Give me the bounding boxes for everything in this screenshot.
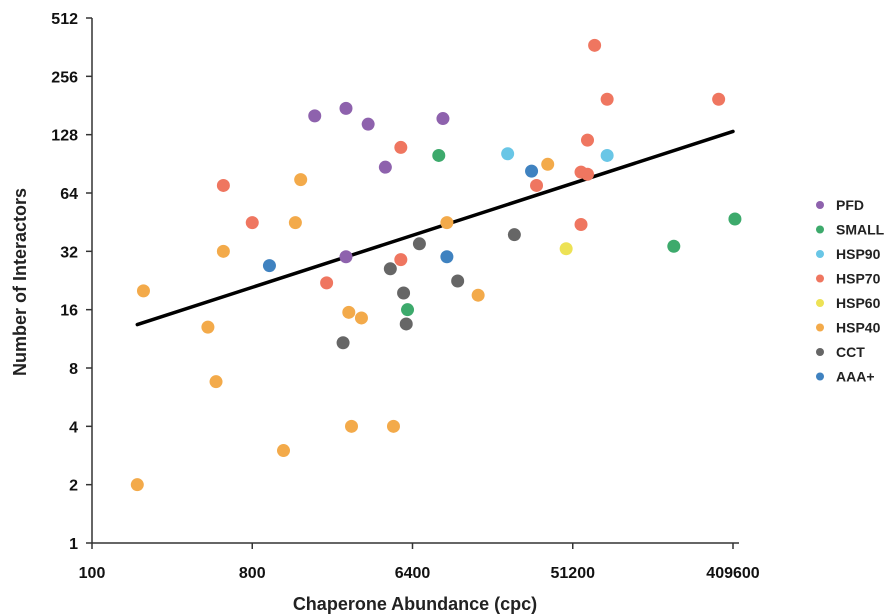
legend: PFD SMALL HSP90 HSP70 HSP60 HSP40 CCT AAA+ <box>816 197 885 385</box>
data-point-pfd <box>436 112 450 126</box>
data-point-hsp40 <box>276 444 290 458</box>
legend-marker-aaa <box>816 372 824 381</box>
data-point-hsp70 <box>588 38 602 52</box>
legend-label-cct: CCT <box>836 344 865 360</box>
y-tick-label: 1 <box>69 536 78 553</box>
data-point-hsp40 <box>294 173 308 187</box>
data-point-hsp60 <box>559 242 573 256</box>
x-tick-label: 6400 <box>395 565 431 582</box>
data-point-aaa <box>525 164 539 178</box>
data-point-hsp40 <box>471 288 485 302</box>
legend-marker-pfd <box>816 201 824 209</box>
data-point-hsp40 <box>130 478 144 492</box>
legend-label-aaa: AAA+ <box>836 369 875 385</box>
trend-line <box>135 129 735 327</box>
data-point-aaa <box>440 250 454 264</box>
data-point-small <box>728 212 742 226</box>
data-point-aaa <box>262 259 276 273</box>
data-point-pfd <box>339 250 353 264</box>
data-point-hsp70 <box>574 218 588 232</box>
data-point-hsp40 <box>136 284 150 298</box>
y-tick-label: 64 <box>60 186 78 203</box>
data-point-pfd <box>378 160 392 174</box>
data-point-hsp40 <box>386 419 400 433</box>
data-point-cct <box>451 274 465 288</box>
data-point-pfd <box>361 117 375 131</box>
data-point-hsp70 <box>530 178 544 192</box>
legend-label-pfd: PFD <box>836 197 864 213</box>
data-point-cct <box>507 228 521 242</box>
data-points <box>130 38 742 492</box>
data-point-hsp40 <box>342 305 356 319</box>
data-point-hsp40 <box>440 216 454 230</box>
legend-label-hsp60: HSP60 <box>836 295 881 311</box>
data-point-hsp40 <box>216 244 230 258</box>
data-point-cct <box>383 262 397 276</box>
legend-marker-hsp70 <box>816 274 824 283</box>
data-point-pfd <box>308 109 322 123</box>
y-tick-label: 256 <box>51 69 78 86</box>
legend-marker-small <box>816 225 824 234</box>
y-tick-label: 128 <box>51 128 78 145</box>
data-point-hsp70 <box>394 140 408 154</box>
data-point-cct <box>412 237 426 251</box>
data-point-cct <box>336 336 350 350</box>
data-point-hsp40 <box>201 320 215 334</box>
data-point-hsp70 <box>580 133 594 147</box>
data-point-small <box>667 239 681 253</box>
data-point-hsp40 <box>344 419 358 433</box>
data-point-small <box>432 148 446 162</box>
legend-marker-cct <box>816 348 824 356</box>
data-point-hsp70 <box>245 216 259 230</box>
x-tick-label: 409600 <box>706 565 759 582</box>
data-point-hsp70 <box>394 253 408 267</box>
legend-marker-hsp60 <box>816 299 824 307</box>
legend-label-hsp70: HSP70 <box>836 271 881 287</box>
legend-marker-hsp40 <box>816 323 824 332</box>
y-tick-label: 32 <box>60 244 78 261</box>
legend-label-hsp40: HSP40 <box>836 320 881 336</box>
y-tick-label: 8 <box>69 361 78 378</box>
y-axis-title: Number of Interactors <box>10 188 30 376</box>
data-point-hsp70 <box>320 276 334 290</box>
legend-label-hsp90: HSP90 <box>836 246 881 262</box>
data-point-hsp70 <box>600 92 614 106</box>
y-tick-label: 2 <box>69 478 78 495</box>
data-point-hsp40 <box>288 216 302 230</box>
data-point-hsp90 <box>600 148 614 162</box>
y-tick-label: 16 <box>60 303 78 320</box>
x-tick-label: 100 <box>79 565 106 582</box>
y-tick-label: 4 <box>69 419 78 436</box>
data-point-pfd <box>339 101 353 115</box>
x-axis-title: Chaperone Abundance (cpc) <box>293 594 537 614</box>
legend-label-small: SMALL <box>836 222 885 238</box>
data-point-small <box>401 303 415 317</box>
data-point-hsp40 <box>541 157 555 171</box>
plot-area: 1 2 4 8 16 32 64 128 256 512 100 800 6400 51200 409600 <box>51 11 760 582</box>
legend-marker-hsp90 <box>816 250 824 258</box>
data-point-hsp40 <box>354 311 368 325</box>
data-point-hsp90 <box>501 147 515 161</box>
data-point-cct <box>399 317 413 331</box>
data-point-hsp70 <box>574 165 588 179</box>
data-point-hsp70 <box>712 92 726 106</box>
data-point-hsp70 <box>216 178 230 192</box>
y-tick-label: 512 <box>51 11 78 28</box>
x-tick-label: 800 <box>239 565 266 582</box>
data-point-cct <box>397 286 411 300</box>
data-point-hsp40 <box>209 375 223 389</box>
x-tick-label: 51200 <box>551 565 596 582</box>
